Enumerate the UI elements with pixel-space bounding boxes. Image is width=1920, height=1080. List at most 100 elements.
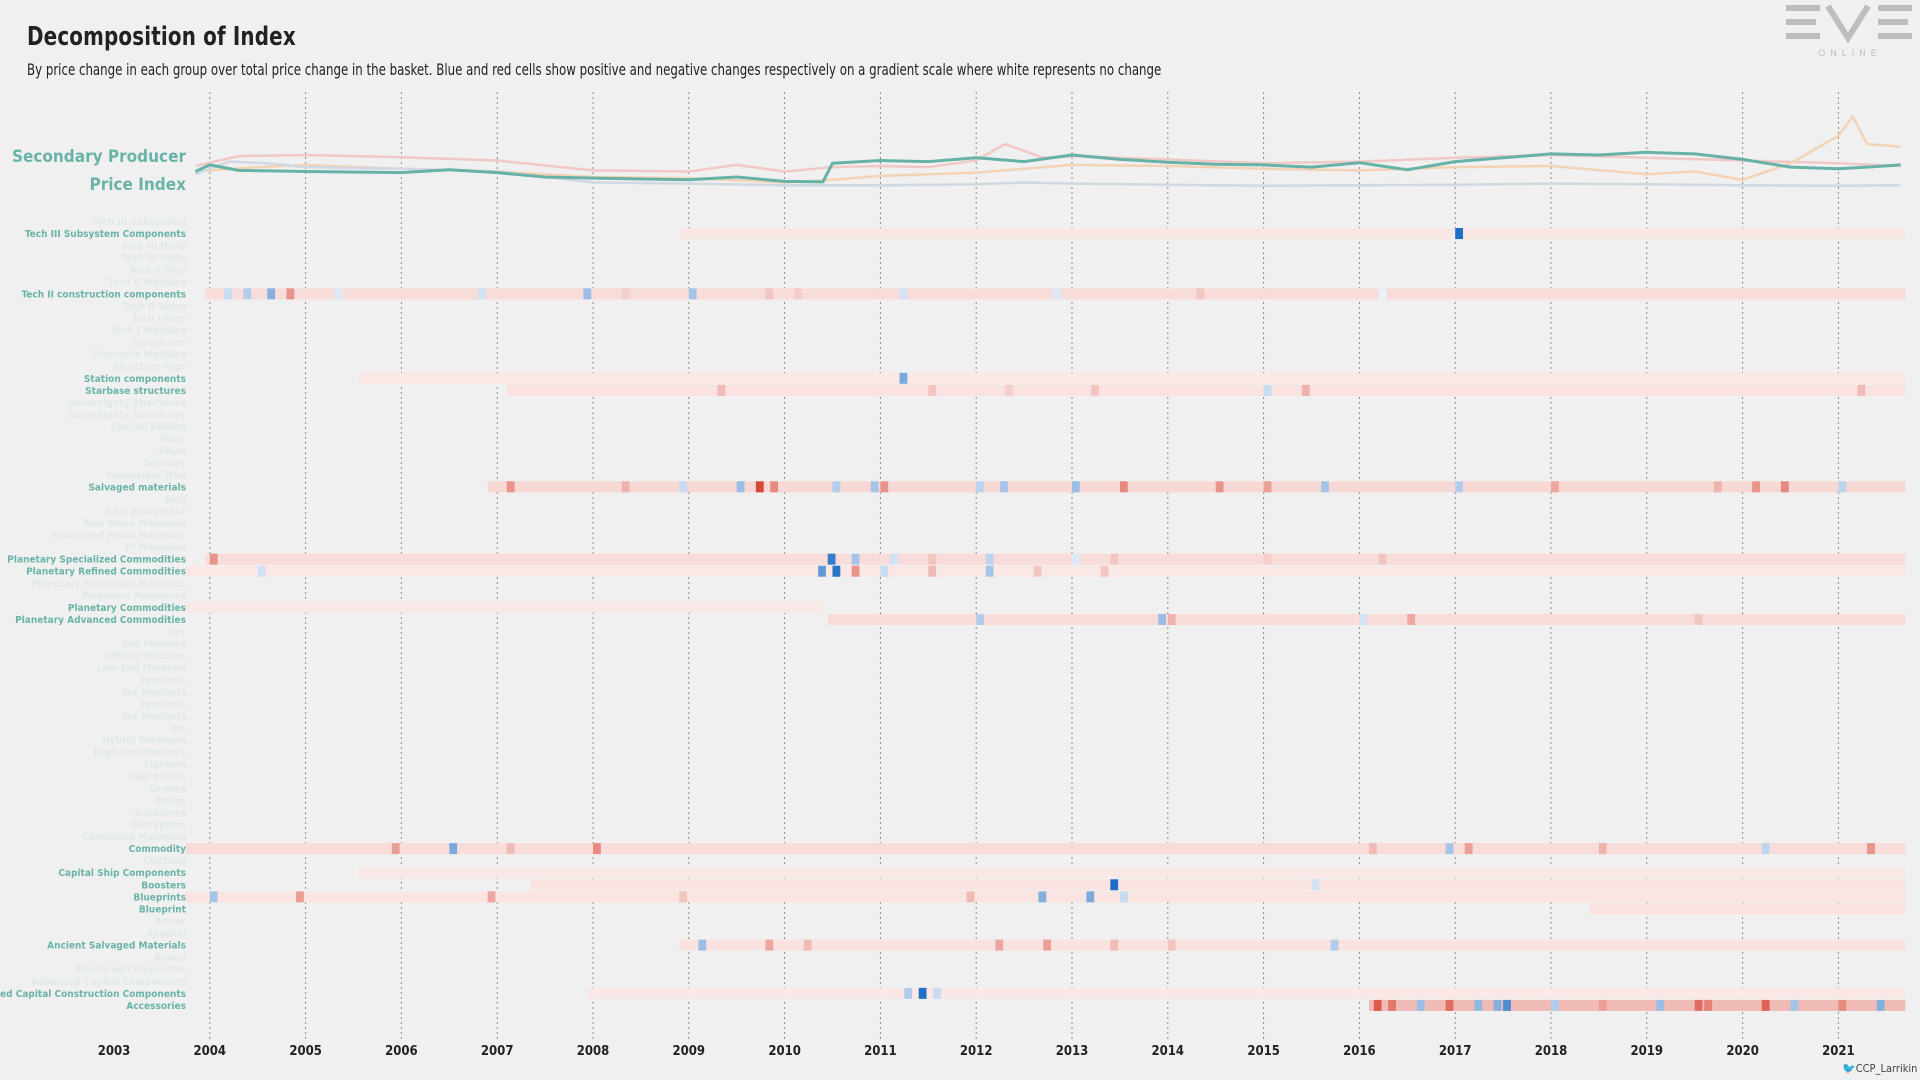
heatmap-cell: [1311, 879, 1320, 891]
heatmap-row-label: Structures: [132, 338, 186, 349]
heatmap-cell: [1196, 288, 1205, 300]
heatmap-row-label: Sovereignty Structures: [68, 410, 186, 421]
heatmap-row-label: Planetary Resources: [82, 591, 186, 602]
heatmap-row-label: Rigs: [164, 494, 186, 505]
heatmap-cell: [1086, 891, 1095, 903]
heatmap-cell: [1110, 939, 1119, 951]
heatmap-row-label: Low-End Minerals: [96, 663, 186, 674]
index-series-line: [194, 160, 1901, 188]
heatmap-row-label: Tech II Ships: [123, 301, 186, 312]
heatmap-row-label: Advanced Capital Construction Components: [0, 989, 186, 1000]
year-tick-label: 2019: [1631, 1044, 1664, 1059]
heatmap-row-label: Ice: [171, 724, 186, 735]
heatmap-row-label: Tech III Hulls: [122, 241, 186, 252]
year-tick-label: 2003: [98, 1044, 131, 1059]
heatmap-cell: [1091, 384, 1099, 396]
index-main-line: [194, 150, 1901, 184]
heatmap-cell: [1158, 613, 1167, 625]
year-tick-label: 2007: [481, 1044, 514, 1059]
heatmap-row-label: Boosters: [141, 880, 186, 891]
heatmap-cell: [679, 891, 688, 903]
heatmap-cell: [1072, 481, 1080, 493]
heatmap-cell: [1000, 481, 1008, 493]
heatmap-row-label: Capital Ship Components: [58, 868, 186, 879]
heatmap-cell: [870, 481, 879, 493]
heatmap-cell: [688, 288, 697, 300]
heatmap-row-label: Planetary Advanced Commodities: [15, 615, 186, 626]
heatmap-cell: [832, 565, 841, 577]
heatmap-cell: [257, 565, 266, 577]
heatmap-row-label: Tech III Hulls: [122, 253, 186, 264]
heatmap-row-label: Drugs: [156, 796, 186, 807]
heatmap-cell: [1378, 288, 1387, 300]
heatmap-cell: [1704, 999, 1713, 1011]
heatmap-cell: [1455, 228, 1463, 240]
heatmap-cell: [1388, 999, 1396, 1011]
heatmap-row-label: Ore Modules: [122, 639, 186, 650]
heatmap-row-band: [185, 601, 823, 613]
heatmap-cell: [736, 481, 745, 493]
heatmap-cell: [880, 481, 889, 493]
heatmap-row-label: Datacores: [135, 808, 186, 819]
heatmap-cell: [1407, 613, 1416, 625]
heatmap-row-label: Composite Materials: [82, 832, 186, 843]
year-tick-label: 2004: [194, 1044, 227, 1059]
heatmap-cell: [1004, 384, 1013, 396]
heatmap-cell: [1857, 384, 1866, 396]
index-label-line-1: Secondary Producer: [12, 147, 186, 167]
page-title: Decomposition of Index: [27, 22, 296, 52]
credit-handle: CCP_Larrikin: [1855, 1062, 1918, 1075]
year-tick-label: 2017: [1439, 1044, 1472, 1059]
heatmap-row-band: [1589, 903, 1906, 915]
logo-tagline: ONLINE: [1818, 48, 1882, 58]
year-tick-label: 2008: [577, 1044, 610, 1059]
heatmap-cell: [1119, 891, 1128, 903]
heatmap-row-band: [185, 565, 1906, 577]
logo-e2-shape: [1878, 5, 1912, 39]
heatmap-cell: [995, 939, 1004, 951]
heatmap-cell: [1598, 999, 1607, 1011]
heatmap-cell: [1713, 481, 1722, 493]
year-tick-label: 2014: [1152, 1044, 1185, 1059]
heatmap-cell: [899, 288, 908, 300]
logo-v-shape: [1825, 4, 1871, 44]
heatmap-cell: [770, 481, 779, 493]
heatmap-row-label: Tech I Modules: [111, 326, 186, 337]
heatmap-cell: [1263, 553, 1272, 565]
heatmap-row-band: [1368, 999, 1906, 1011]
heatmap-row-label: Armor: [155, 916, 187, 927]
heatmap-row-label: Processed Moon Materials: [53, 531, 186, 542]
heatmap-cell: [698, 939, 707, 951]
page-subtitle: By price change in each group over total…: [27, 60, 1162, 79]
heatmap-row-label: Tech II Modules: [108, 277, 186, 288]
heatmap-cell: [918, 987, 927, 999]
heatmap-cell: [1263, 481, 1272, 493]
heatmap-row-label: Apparel: [146, 929, 186, 940]
heatmap-cell: [1119, 481, 1128, 493]
index-line-chart: [194, 115, 1901, 188]
heatmap-row-label: Ancient Salvaged Materials: [47, 941, 186, 952]
heatmap-cell: [928, 384, 937, 396]
heatmap-cell: [506, 843, 515, 855]
index-label-line-2: Price Index: [89, 175, 186, 195]
heatmap-cell: [583, 288, 592, 300]
heatmap-row-label: Implants: [142, 675, 186, 686]
heatmap-cell: [209, 553, 218, 565]
heatmap-cell: [1215, 481, 1224, 493]
heatmap-cell: [1373, 999, 1382, 1011]
heatmap-cell: [1838, 999, 1847, 1011]
heatmap-cell: [1359, 613, 1368, 625]
heatmap-cell: [803, 939, 812, 951]
heatmap-cell: [1321, 481, 1329, 493]
heatmap-cell: [928, 565, 937, 577]
heatmap-row-label: Commodity: [129, 844, 187, 855]
logo-e1-shape: [1786, 5, 1820, 39]
heatmap-row-label: Starbase structures: [85, 386, 186, 397]
heatmap-row-label: Decryptors: [130, 820, 186, 831]
heatmap-row-band: [487, 481, 1906, 493]
heatmap-row-label: Hybrid Polymers: [102, 736, 186, 747]
year-tick-label: 2013: [1056, 1044, 1089, 1059]
heatmap: [185, 228, 1906, 1011]
heatmap-row-label: Ammo: [154, 953, 186, 964]
year-tick-label: 2018: [1535, 1044, 1568, 1059]
